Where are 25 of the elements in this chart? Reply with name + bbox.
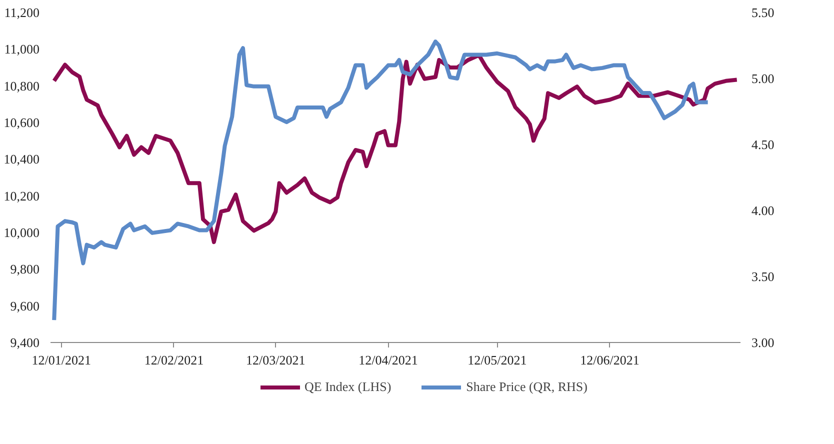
y2-tick-label: 3.50	[752, 269, 774, 284]
y2-tick-label: 5.00	[752, 71, 774, 86]
line-series	[52, 40, 710, 322]
legend-label: QE Index (LHS)	[304, 379, 392, 395]
y-tick-label: 10,400	[4, 152, 40, 167]
y-tick-label: 10,800	[4, 78, 40, 94]
x-tick-label: 12/05/2021	[468, 352, 527, 368]
y2-tick-label: 3.00	[752, 335, 774, 350]
y2-tick-label: 4.50	[752, 137, 774, 152]
y-tick-label: 10,200	[4, 188, 40, 204]
x-tick-label: 12/04/2021	[358, 352, 418, 368]
y-tick-label: 10,000	[4, 225, 40, 240]
y-tick-label: 9,600	[10, 298, 40, 314]
y2-tick-label: 4.00	[752, 203, 774, 218]
y-tick-label: 11,200	[4, 5, 40, 20]
x-tick-label: 12/03/2021	[246, 352, 306, 368]
x-tick-label: 12/01/2021	[32, 352, 92, 368]
x-tick-label: 12/06/2021	[580, 352, 640, 368]
y-tick-label: 10,600	[4, 115, 40, 130]
y-tick-label: 11,000	[4, 42, 40, 57]
y2-tick-label: 5.50	[752, 5, 774, 20]
x-tick-label: 12/02/2021	[144, 352, 204, 368]
legend-label: Share Price (QR, RHS)	[466, 379, 588, 395]
y-tick-label: 9,400	[10, 335, 40, 350]
y-tick-label: 9,800	[10, 262, 40, 277]
